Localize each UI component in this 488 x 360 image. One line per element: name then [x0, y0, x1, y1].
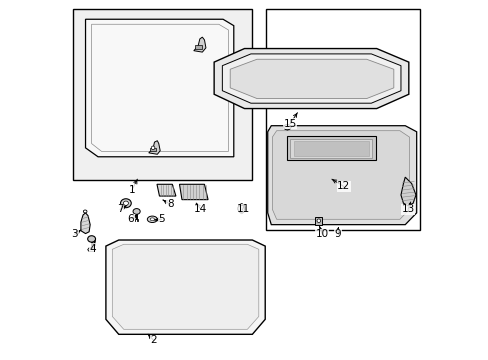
Ellipse shape — [147, 216, 157, 222]
Polygon shape — [286, 136, 375, 160]
Polygon shape — [293, 141, 368, 156]
Polygon shape — [222, 54, 400, 103]
Ellipse shape — [83, 210, 87, 213]
Polygon shape — [179, 184, 207, 200]
Polygon shape — [193, 37, 205, 52]
Ellipse shape — [283, 125, 290, 130]
Text: 13: 13 — [401, 204, 414, 214]
Text: 5: 5 — [158, 214, 164, 224]
Text: 4: 4 — [89, 244, 96, 253]
Bar — [265, 9, 419, 230]
Ellipse shape — [316, 219, 320, 222]
Ellipse shape — [150, 218, 154, 221]
Bar — [150, 148, 156, 152]
Bar — [195, 45, 201, 49]
Polygon shape — [290, 139, 372, 158]
Ellipse shape — [123, 201, 128, 205]
Text: 2: 2 — [150, 335, 156, 345]
Polygon shape — [239, 212, 244, 214]
Bar — [315, 217, 322, 225]
Polygon shape — [112, 244, 258, 329]
Text: 9: 9 — [334, 229, 341, 239]
Polygon shape — [87, 248, 95, 251]
Text: 8: 8 — [166, 199, 173, 209]
Polygon shape — [106, 240, 264, 334]
Polygon shape — [267, 126, 416, 225]
Polygon shape — [400, 177, 415, 206]
Polygon shape — [148, 141, 160, 154]
Bar — [73, 9, 251, 180]
Text: 12: 12 — [337, 181, 350, 192]
Ellipse shape — [151, 146, 155, 150]
Ellipse shape — [133, 208, 140, 214]
Polygon shape — [214, 49, 408, 109]
Polygon shape — [157, 184, 176, 196]
Ellipse shape — [87, 236, 95, 242]
Polygon shape — [230, 59, 393, 99]
Text: 3: 3 — [71, 229, 78, 239]
Ellipse shape — [237, 205, 245, 212]
Text: 7: 7 — [117, 204, 123, 214]
Polygon shape — [272, 131, 408, 219]
Text: 15: 15 — [283, 118, 296, 129]
Polygon shape — [239, 203, 244, 205]
Ellipse shape — [121, 199, 131, 208]
Polygon shape — [85, 19, 233, 157]
Polygon shape — [81, 213, 90, 234]
Text: 10: 10 — [315, 229, 328, 239]
Text: 11: 11 — [237, 204, 250, 214]
Text: 1: 1 — [128, 185, 135, 195]
Text: 14: 14 — [194, 204, 207, 214]
Text: 6: 6 — [127, 214, 134, 224]
